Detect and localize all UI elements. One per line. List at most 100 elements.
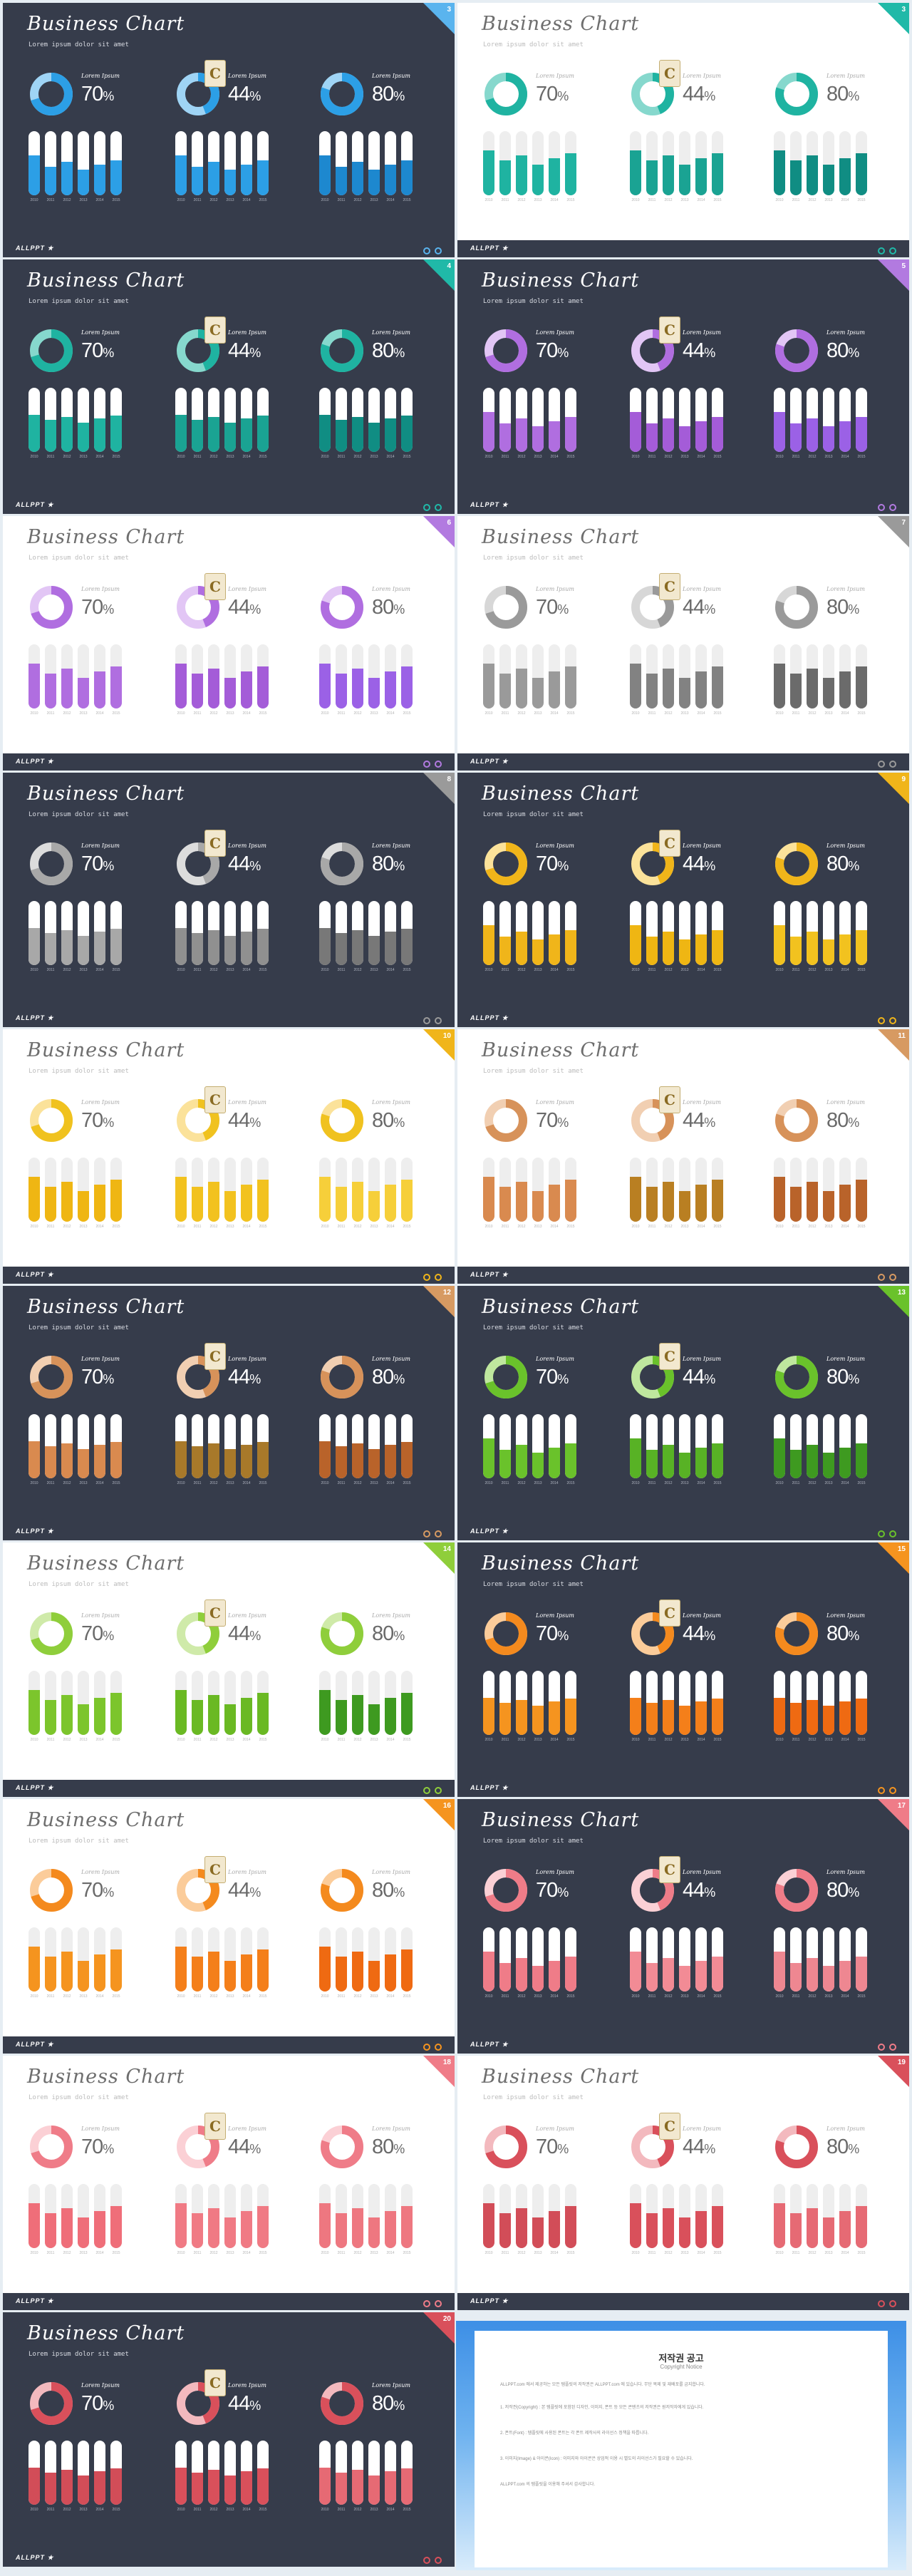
bar [483, 2184, 494, 2248]
bar-fill [28, 2203, 40, 2248]
bar-chart [175, 1414, 275, 1478]
bar-fill [385, 671, 396, 709]
percent-number: 80 [372, 2135, 394, 2158]
bar-chart [483, 1671, 583, 1735]
donut-label: Lorem Ipsum [81, 1099, 120, 1106]
donut-label: Lorem Ipsum [228, 1099, 266, 1106]
page-number: 3 [901, 6, 906, 14]
donut-label: Lorem Ipsum [81, 1356, 120, 1362]
donut-value-arc [631, 1356, 674, 1398]
donut-value-arc [631, 329, 674, 372]
year-label: 2013 [79, 1738, 88, 1742]
donut-chart [631, 2126, 674, 2168]
year-label: 2012 [664, 1481, 673, 1485]
year-label: 2013 [534, 1994, 542, 1999]
bar [352, 1671, 363, 1735]
donut-chart [631, 1099, 674, 1142]
year-label: 2012 [808, 711, 817, 716]
year-label: 2013 [824, 2251, 833, 2255]
footer-dots [874, 758, 896, 771]
percent-value: 80% [826, 83, 859, 106]
bar [549, 1414, 560, 1478]
donut-value-arc [631, 586, 674, 629]
bar [483, 131, 494, 195]
year-label: 2013 [79, 198, 88, 202]
bar [516, 901, 527, 965]
donut-label: Lorem Ipsum [683, 1356, 721, 1362]
bar-fill [192, 1699, 203, 1735]
donut-label: Lorem Ipsum [372, 1099, 410, 1106]
donut-value-arc [775, 1356, 818, 1398]
bar-fill [241, 418, 252, 452]
bar [336, 1158, 347, 1222]
slide-title: Business Chart [27, 13, 185, 35]
bar [646, 901, 658, 965]
year-label: 2012 [517, 1481, 526, 1485]
slide-title: Business Chart [27, 2322, 185, 2344]
donut-label: Lorem Ipsum [81, 2126, 120, 2132]
donut-label: Lorem Ipsum [81, 73, 120, 79]
bar-fill [110, 2468, 122, 2505]
year-label: 2014 [841, 1481, 849, 1485]
slide-title: Business Chart [27, 2066, 185, 2088]
bar [94, 1927, 105, 1992]
year-axis: 2010 2011 2012 2013 2014 2015 [483, 711, 583, 718]
year-label: 2015 [857, 1738, 866, 1742]
bar [549, 2184, 560, 2248]
bar-fill [646, 1186, 658, 1222]
bar-fill [856, 929, 867, 965]
bar-fill [175, 155, 187, 195]
chart-panel: Lorem Ipsum 70% 2010 2011 2012 2013 2014 2015 [483, 584, 597, 727]
bar-fill [208, 1695, 219, 1735]
business-chart-slide: Business Chart Lorem ipsum dolor sit amet… [3, 1799, 455, 2054]
year-axis: 2010 2011 2012 2013 2014 2015 [175, 1225, 275, 1232]
bar [45, 901, 56, 965]
bar-fill [28, 1690, 40, 1735]
bar-fill [385, 1445, 396, 1478]
business-chart-slide: Business Chart Lorem ipsum dolor sit amet… [3, 516, 455, 771]
bar-fill [695, 2210, 707, 2248]
bar-fill [257, 1692, 269, 1735]
bar-fill [336, 933, 347, 965]
year-label: 2015 [566, 198, 575, 202]
donut-chart [321, 1612, 363, 1655]
year-label: 2010 [484, 1738, 493, 1742]
year-label: 2011 [501, 198, 509, 202]
percent-number: 70 [81, 2135, 103, 2158]
bar-fill [549, 158, 560, 195]
bar-fill [790, 1703, 802, 1735]
percent-number: 44 [228, 83, 250, 105]
bar-fill [45, 1186, 56, 1222]
bar-fill [839, 421, 851, 452]
donut-label: Lorem Ipsum [826, 2126, 865, 2132]
bar-fill [679, 1190, 690, 1222]
bar [499, 2184, 511, 2248]
footer-dots [419, 2298, 442, 2310]
bar [646, 1671, 658, 1735]
year-label: 2015 [566, 2251, 575, 2255]
year-label: 2015 [713, 1481, 722, 1485]
year-label: 2010 [775, 1738, 784, 1742]
bar-fill [646, 2212, 658, 2248]
bar [839, 388, 851, 452]
bar-fill [224, 1704, 236, 1735]
bar-fill [483, 2203, 494, 2248]
percent-symbol: % [249, 1372, 261, 1386]
bar-fill [823, 1966, 834, 1992]
year-label: 2015 [112, 968, 120, 972]
corner-ribbon [423, 2312, 455, 2344]
percent-number: 80 [826, 852, 849, 875]
percent-value: 80% [372, 2135, 405, 2159]
year-label: 2011 [792, 711, 800, 716]
bar [61, 1927, 73, 1992]
bar [319, 1671, 331, 1735]
year-label: 2010 [321, 968, 329, 972]
bar [336, 644, 347, 709]
bar [663, 1927, 674, 1992]
year-label: 2013 [79, 455, 88, 459]
percent-symbol: % [249, 2399, 261, 2413]
bar [532, 388, 544, 452]
bar-fill [336, 2473, 347, 2505]
donut-label: Lorem Ipsum [683, 329, 721, 336]
bar-fill [241, 1697, 252, 1735]
